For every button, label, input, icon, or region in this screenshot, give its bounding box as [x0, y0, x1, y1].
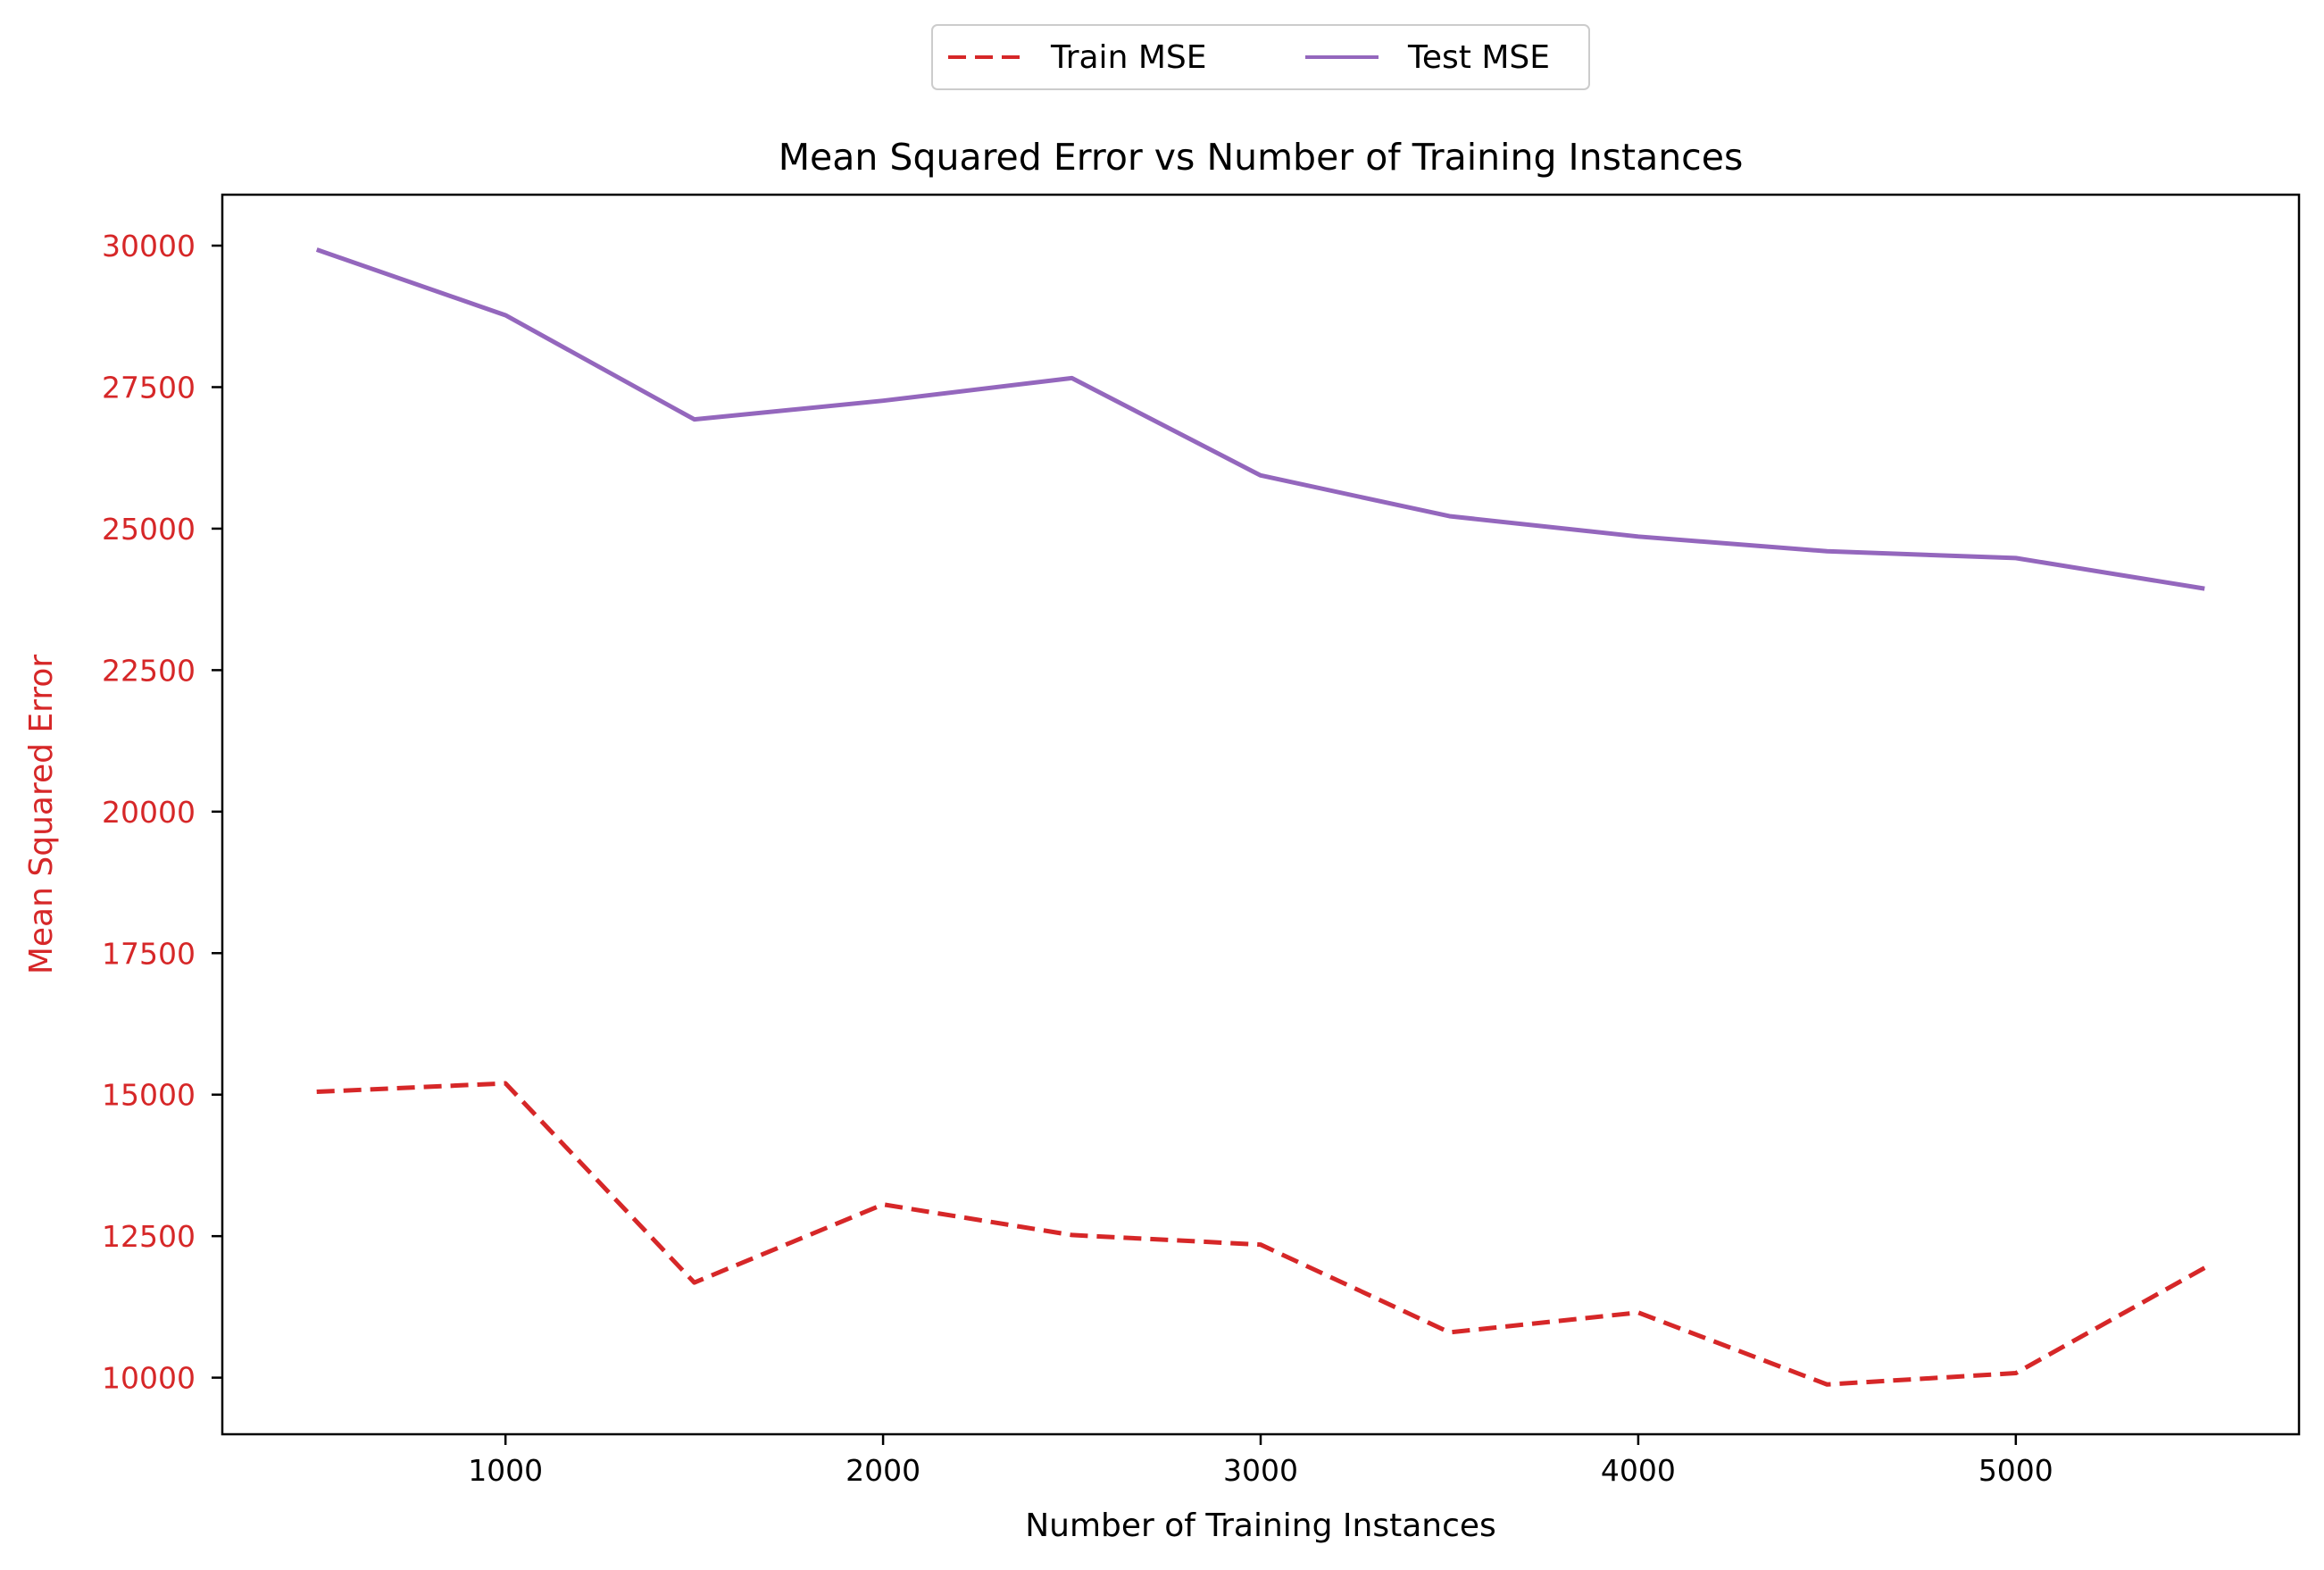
series-test-mse-line: [315, 247, 2205, 591]
x-tick-label: 1000: [468, 1453, 543, 1488]
y-tick-label: 12500: [102, 1219, 196, 1254]
legend-label-test-mse: Test MSE: [1407, 39, 1550, 76]
chart-title: Mean Squared Error vs Number of Training…: [779, 136, 1744, 179]
y-tick-label: 10000: [102, 1361, 196, 1396]
x-tick-label: 5000: [1978, 1453, 2053, 1488]
y-tick-label: 20000: [102, 795, 196, 830]
y-tick-label: 27500: [102, 370, 196, 405]
y-tick-label: 17500: [102, 936, 196, 971]
legend: Train MSE Test MSE: [931, 24, 1590, 90]
x-tick-label: 4000: [1601, 1453, 1676, 1488]
y-tick-label: 15000: [102, 1078, 196, 1113]
y-tick-label: 22500: [102, 653, 196, 688]
legend-label-train-mse: Train MSE: [1050, 39, 1206, 76]
x-axis: 1000 2000 3000 4000 5000: [468, 1434, 2053, 1488]
y-axis-title: Mean Squared Error: [23, 655, 60, 975]
y-tick-label: 30000: [102, 229, 196, 263]
x-tick-label: 3000: [1223, 1453, 1298, 1488]
series-train-mse-line: [316, 1081, 2206, 1387]
y-tick-label: 25000: [102, 512, 196, 547]
legend-frame: [931, 24, 1590, 90]
x-tick-label: 2000: [845, 1453, 920, 1488]
y-axis: 10000 12500 15000 17500 20000 22500 25000 27500…: [102, 229, 222, 1396]
x-axis-title: Number of Training Instances: [1025, 1507, 1496, 1544]
